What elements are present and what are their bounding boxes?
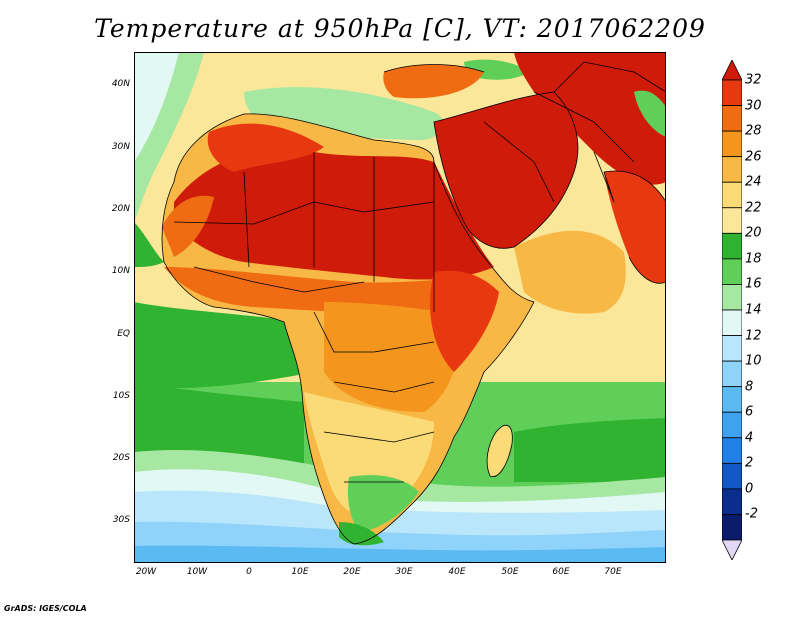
colorbar-label: 12 bbox=[745, 328, 762, 344]
colorbar-label: 26 bbox=[745, 149, 762, 165]
lon-label: 0 bbox=[246, 567, 252, 577]
colorbar-label: 30 bbox=[745, 98, 762, 114]
lat-label: 20N bbox=[111, 204, 130, 214]
colorbar-box bbox=[722, 79, 742, 106]
colorbar-box bbox=[722, 462, 742, 490]
colorbar-box bbox=[722, 335, 742, 362]
colorbar-arrow-bottom bbox=[722, 539, 742, 560]
sahara-hot bbox=[174, 149, 494, 280]
colorbar-box bbox=[722, 232, 742, 260]
lat-label: 10N bbox=[111, 266, 130, 276]
indian-ocean-green bbox=[514, 418, 666, 482]
colorbar-label: 16 bbox=[745, 276, 762, 292]
himalaya-green bbox=[634, 90, 666, 137]
lat-label: EQ bbox=[117, 329, 130, 339]
north-atlantic-cyan bbox=[134, 52, 179, 162]
colorbar-label: 14 bbox=[745, 302, 762, 318]
grads-credit: GrADS: IGES/COLA bbox=[4, 604, 87, 613]
colorbar-label: 10 bbox=[745, 353, 762, 369]
colorbar-box bbox=[722, 156, 742, 183]
india-hot bbox=[604, 171, 666, 284]
colorbar-label: 22 bbox=[745, 200, 762, 216]
lon-label: 50E bbox=[501, 567, 519, 577]
lon-label: 70E bbox=[604, 567, 622, 577]
colorbar bbox=[722, 60, 742, 560]
map-frame bbox=[134, 52, 666, 563]
colorbar-box bbox=[722, 207, 742, 234]
madagascar bbox=[486, 424, 513, 477]
colorbar-label: 18 bbox=[745, 251, 762, 267]
anatolia-orange bbox=[383, 64, 484, 99]
colorbar-box bbox=[722, 386, 742, 413]
colorbar-arrow-top bbox=[722, 60, 742, 81]
lon-label: 10W bbox=[186, 567, 208, 577]
middle-east-hot bbox=[514, 52, 666, 185]
colorbar-label: 20 bbox=[745, 225, 762, 241]
atlantic-green-strip bbox=[134, 222, 164, 267]
colorbar-label: 8 bbox=[745, 379, 754, 395]
lon-label: 20W bbox=[135, 567, 157, 577]
colorbar-label: 28 bbox=[745, 123, 762, 139]
lat-label: 30N bbox=[111, 142, 130, 152]
lon-label: 60E bbox=[552, 567, 570, 577]
arabian-sea-warm bbox=[514, 230, 626, 314]
colorbar-box bbox=[722, 411, 742, 439]
lon-label: 20E bbox=[343, 567, 361, 577]
map-title: Temperature at 950hPa [C], VT: 201706220… bbox=[94, 14, 706, 43]
colorbar-box bbox=[722, 309, 742, 336]
country-boundaries bbox=[161, 61, 666, 545]
colorbar-label: 32 bbox=[745, 72, 762, 88]
temperature-map bbox=[134, 52, 666, 563]
colorbar-label: 2 bbox=[745, 455, 754, 471]
lon-label: 30E bbox=[395, 567, 413, 577]
lat-label: 30S bbox=[112, 515, 130, 525]
colorbar-label: 24 bbox=[745, 174, 762, 190]
southern-africa-green bbox=[347, 475, 419, 532]
lat-label: 40N bbox=[111, 79, 130, 89]
south-atlantic-green bbox=[134, 382, 304, 472]
colorbar-box bbox=[722, 105, 742, 132]
colorbar-box bbox=[722, 514, 742, 541]
gulf-of-guinea-green bbox=[134, 302, 314, 389]
colorbar-label: -2 bbox=[745, 506, 758, 522]
lat-label: 20S bbox=[112, 453, 130, 463]
north-africa-orange bbox=[207, 123, 324, 172]
colorbar-box bbox=[722, 181, 742, 209]
cold-band-5 bbox=[134, 545, 666, 563]
colorbar-label: 0 bbox=[745, 481, 754, 497]
west-sahara-edge bbox=[162, 195, 214, 257]
colorbar-label: 4 bbox=[745, 430, 754, 446]
lat-label: 10S bbox=[112, 391, 130, 401]
colorbar-box bbox=[722, 360, 742, 388]
cape-region-green bbox=[339, 522, 384, 546]
arabia-hot bbox=[434, 92, 578, 249]
colorbar-box bbox=[722, 437, 742, 464]
lon-label: 10E bbox=[291, 567, 309, 577]
colorbar-box bbox=[722, 130, 742, 158]
colorbar-box bbox=[722, 488, 742, 515]
colorbar-box bbox=[722, 284, 742, 311]
lon-label: 40E bbox=[448, 567, 466, 577]
east-africa-hot bbox=[430, 270, 499, 372]
colorbar-box bbox=[722, 258, 742, 285]
colorbar-label: 6 bbox=[745, 404, 754, 420]
